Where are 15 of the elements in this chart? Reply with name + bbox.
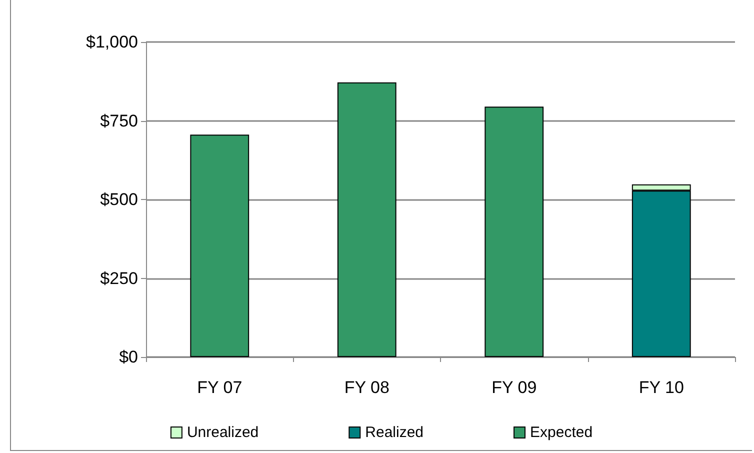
bar [337, 82, 396, 357]
y-tick-label: $250 [100, 268, 138, 288]
bar [484, 106, 544, 357]
x-tick-label: FY 07 [197, 378, 242, 397]
y-tick-label: $1,000 [86, 32, 138, 52]
x-tick-label: FY 10 [638, 378, 684, 397]
y-tick-label: $500 [100, 190, 138, 209]
legend-label: Unrealized [186, 424, 259, 441]
x-tick-label: FY 09 [492, 378, 537, 397]
y-tick-label: $0 [119, 348, 138, 366]
y-tick-label: $750 [100, 111, 138, 130]
x-tick-label: FY 08 [344, 378, 390, 397]
legend-label: Expected [530, 424, 593, 441]
bar [190, 134, 250, 357]
legend-label: Realized [365, 424, 424, 441]
